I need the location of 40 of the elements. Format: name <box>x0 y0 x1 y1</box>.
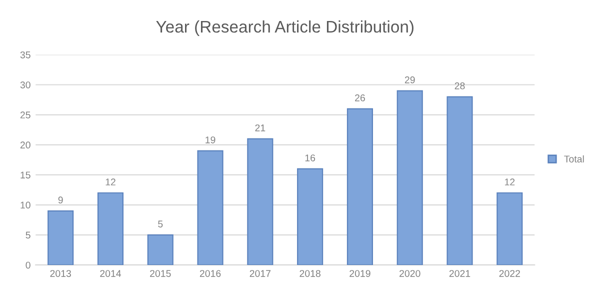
data-label: 12 <box>504 178 515 186</box>
x-tick-label: 2016 <box>200 270 221 277</box>
data-label: 16 <box>305 154 316 162</box>
x-tick-label: 2019 <box>350 270 370 277</box>
data-label: 19 <box>206 136 216 144</box>
x-tick-label: 2018 <box>300 270 320 277</box>
y-tick-label: 30 <box>20 81 30 88</box>
x-tick-label: 2013 <box>50 270 71 277</box>
bar <box>297 168 324 265</box>
data-label: 9 <box>58 196 63 204</box>
data-label: 29 <box>404 76 415 84</box>
data-label: 28 <box>454 82 465 90</box>
bar <box>247 138 274 265</box>
bar <box>97 192 124 265</box>
y-tick-label: 5 <box>26 232 30 239</box>
bar <box>346 108 373 265</box>
x-tick-label: 2020 <box>400 270 420 277</box>
y-tick-label: 25 <box>20 112 30 118</box>
bar <box>496 192 523 265</box>
x-tick-label: 2021 <box>449 270 470 277</box>
chart-title: Year (Research Article Distribution) <box>156 20 414 36</box>
y-tick-label: 0 <box>26 262 30 269</box>
data-label: 21 <box>255 124 266 132</box>
y-tick-label: 20 <box>20 142 30 148</box>
bar <box>48 210 74 265</box>
data-label: 12 <box>106 178 116 186</box>
x-tick-label: 2022 <box>499 270 520 277</box>
y-tick-label: 15 <box>20 172 30 178</box>
data-label: 5 <box>158 220 163 228</box>
bar <box>396 90 423 265</box>
legend-label: Total <box>564 155 584 162</box>
data-label: 26 <box>355 94 365 102</box>
x-tick-label: 2014 <box>100 270 122 277</box>
bar <box>446 96 473 265</box>
x-tick-label: 2015 <box>150 270 171 277</box>
y-tick-label: 35 <box>20 51 30 58</box>
y-tick-label: 10 <box>20 202 30 209</box>
x-tick-label: 2017 <box>250 270 270 277</box>
bar <box>147 234 174 265</box>
bar <box>197 150 224 265</box>
